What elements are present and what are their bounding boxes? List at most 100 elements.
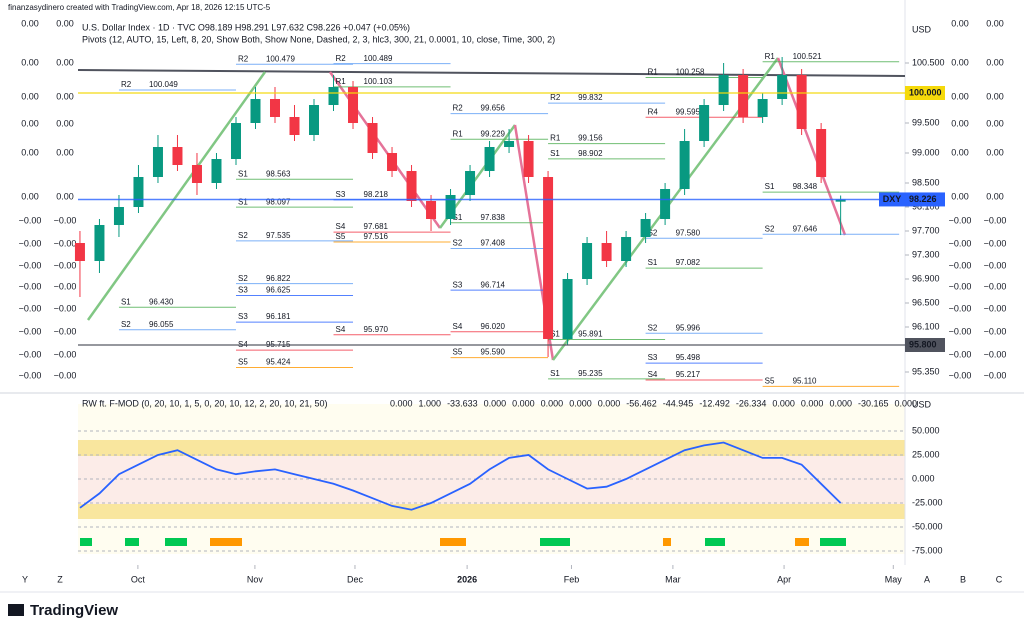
pivot-name: R2 bbox=[238, 54, 249, 63]
pivot-name: S2 bbox=[765, 224, 775, 233]
pivot-label: 98.563 bbox=[266, 169, 291, 178]
pivot-label: 100.103 bbox=[364, 77, 393, 86]
side-scale-label: −0.00 bbox=[984, 370, 1007, 380]
pivot-label: 97.646 bbox=[793, 224, 818, 233]
pivot-label: 100.479 bbox=[266, 54, 295, 63]
mid-band bbox=[78, 456, 905, 504]
side-scale-label: 0.00 bbox=[21, 18, 39, 28]
y-tick-label: -25.000 bbox=[912, 497, 943, 507]
side-scale-label: −0.00 bbox=[949, 260, 972, 270]
zigzag-up bbox=[86, 71, 267, 321]
pivot-label: 96.430 bbox=[149, 297, 174, 306]
osc-value: -44.945 bbox=[663, 398, 694, 408]
side-scale-label: −0.00 bbox=[949, 238, 972, 248]
pivot-name: S4 bbox=[336, 325, 346, 334]
candle-body bbox=[113, 207, 124, 225]
side-scale-label: 0.00 bbox=[951, 91, 969, 101]
pivot-name: S5 bbox=[238, 358, 248, 367]
pivot-name: S2 bbox=[121, 320, 131, 329]
candle-body bbox=[328, 87, 339, 105]
candle-body bbox=[562, 279, 573, 339]
osc-value: 0.000 bbox=[390, 398, 413, 408]
candle-body bbox=[796, 75, 807, 129]
osc-value: 0.000 bbox=[569, 398, 592, 408]
side-scale-label: −0.00 bbox=[984, 326, 1007, 336]
candle-body bbox=[718, 75, 729, 105]
y-tick-label: 99.500 bbox=[912, 117, 940, 127]
pivot-label: 99.229 bbox=[481, 129, 506, 138]
side-scale-label: −0.00 bbox=[949, 349, 972, 359]
side-scale-label: −0.00 bbox=[19, 238, 42, 248]
osc-value: 0.000 bbox=[801, 398, 824, 408]
candle-body bbox=[543, 177, 554, 339]
pivot-name: S1 bbox=[550, 149, 560, 158]
candle-body bbox=[406, 171, 417, 201]
signal bbox=[663, 538, 671, 546]
pivot-label: 98.348 bbox=[793, 182, 818, 191]
signal bbox=[540, 538, 570, 546]
watermark: finanzasydinero created with TradingView… bbox=[8, 3, 271, 12]
axis-button: Z bbox=[57, 574, 63, 584]
side-scale-label: −0.00 bbox=[54, 238, 77, 248]
side-scale-label: −0.00 bbox=[54, 281, 77, 291]
candle-body bbox=[679, 141, 690, 189]
signal bbox=[705, 538, 725, 546]
side-scale-label: 0.00 bbox=[21, 118, 39, 128]
pivot-name: S1 bbox=[765, 182, 775, 191]
symbol-box bbox=[879, 192, 905, 207]
axis-button: Y bbox=[22, 574, 28, 584]
candle-body bbox=[191, 165, 202, 183]
pivot-name: R1 bbox=[648, 68, 659, 77]
side-scale-label: 0.00 bbox=[986, 57, 1004, 67]
marker-box bbox=[905, 86, 945, 100]
pivot-label: 99.656 bbox=[481, 104, 506, 113]
side-scale-label: −0.00 bbox=[949, 370, 972, 380]
pivot-name: S1 bbox=[238, 169, 248, 178]
marker-label: 98.226 bbox=[909, 194, 937, 204]
x-tick-label: Nov bbox=[247, 574, 264, 584]
signal-row bbox=[80, 538, 846, 546]
side-scale-label: −0.00 bbox=[19, 326, 42, 336]
side-scale-label: −0.00 bbox=[984, 215, 1007, 225]
pivot-label: 95.110 bbox=[793, 377, 817, 386]
signal bbox=[165, 538, 187, 546]
x-tick-label: Dec bbox=[347, 574, 364, 584]
y-tick-label: 0.000 bbox=[912, 473, 935, 483]
candle-body bbox=[74, 243, 85, 261]
osc-value: -30.165 bbox=[858, 398, 889, 408]
pivot-label: 98.218 bbox=[364, 190, 389, 199]
pivot-name: R2 bbox=[550, 93, 561, 102]
zigzag-down bbox=[776, 57, 847, 236]
candle-body bbox=[816, 129, 827, 177]
pivot-name: S2 bbox=[648, 323, 658, 332]
candle-body bbox=[504, 141, 515, 147]
pivot-label: 96.625 bbox=[266, 286, 291, 295]
side-scale-label: −0.00 bbox=[54, 370, 77, 380]
side-scale-label: 0.00 bbox=[951, 191, 969, 201]
pivot-label: 99.832 bbox=[578, 93, 603, 102]
signal bbox=[440, 538, 466, 546]
pivot-name: S4 bbox=[648, 370, 658, 379]
pivot-name: R1 bbox=[336, 77, 347, 86]
marker-box bbox=[905, 192, 945, 207]
side-scale-label: 0.00 bbox=[951, 118, 969, 128]
pivot-label: 97.516 bbox=[364, 232, 389, 241]
candle-body bbox=[230, 123, 241, 159]
osc-header: RW ft. F-MOD (0, 20, 10, 1, 5, 0, 20, 10… bbox=[82, 398, 327, 408]
side-scale-label: −0.00 bbox=[984, 260, 1007, 270]
pivot-label: 100.258 bbox=[676, 68, 705, 77]
side-scale-label: −0.00 bbox=[984, 281, 1007, 291]
pivot-label: 97.580 bbox=[676, 228, 701, 237]
osc-value: -12.492 bbox=[699, 398, 730, 408]
side-scale-label: −0.00 bbox=[19, 370, 42, 380]
pivot-label: 95.891 bbox=[578, 330, 603, 339]
side-scale-label: −0.00 bbox=[949, 326, 972, 336]
candle-body bbox=[835, 199, 846, 202]
side-scale-label: −0.00 bbox=[19, 281, 42, 291]
symbol-label: DXY bbox=[883, 194, 902, 204]
pivot-label: 96.714 bbox=[481, 280, 506, 289]
pivots-header: Pivots (12, AUTO, 15, Left, 8, 20, Show … bbox=[82, 34, 555, 44]
side-scale-label: −0.00 bbox=[984, 303, 1007, 313]
side-scale-label: 0.00 bbox=[56, 18, 74, 28]
y-tick-label: 96.100 bbox=[912, 321, 940, 331]
